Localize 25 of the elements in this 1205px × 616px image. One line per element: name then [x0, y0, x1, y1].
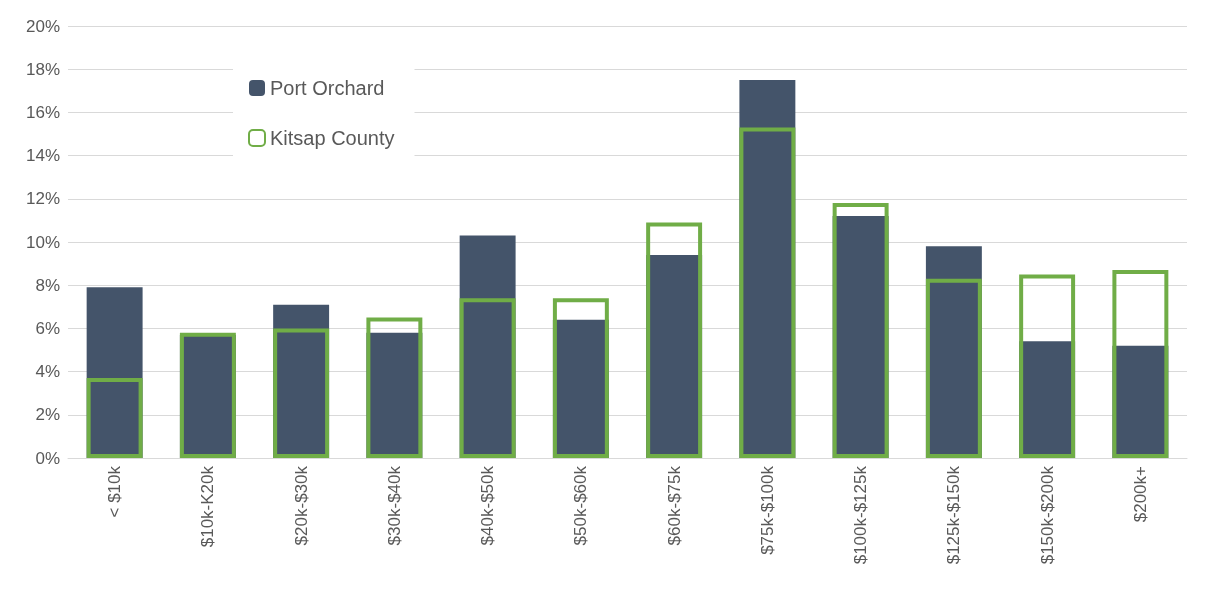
y-tick-label: 18%	[25, 59, 60, 79]
legend-label: Kitsap County	[270, 127, 395, 149]
x-tick-label: $20k-$30k	[291, 465, 311, 546]
legend-label: Port Orchard	[270, 77, 385, 99]
x-tick-label: $200k+	[1130, 465, 1150, 523]
y-tick-label: 10%	[25, 232, 60, 252]
y-tick-label: 2%	[35, 405, 60, 425]
x-tick-label: $30k-$40k	[384, 465, 404, 546]
x-tick-label: < $10k	[105, 465, 125, 518]
x-tick-label: $10k-K20k	[198, 465, 218, 548]
x-tick-label: $50k-$60k	[571, 465, 591, 546]
y-tick-label: 14%	[25, 146, 60, 166]
y-tick-label: 4%	[35, 362, 60, 382]
y-tick-label: 6%	[35, 318, 60, 338]
x-tick-label: $100k-$125k	[851, 465, 871, 565]
x-tick-label: $150k-$200k	[1037, 465, 1057, 565]
x-tick-label: $75k-$100k	[757, 465, 777, 555]
x-tick-label: $60k-$75k	[664, 465, 684, 546]
x-tick-label: $125k-$150k	[944, 465, 964, 565]
y-tick-label: 8%	[35, 275, 60, 295]
y-tick-label: 0%	[35, 448, 60, 468]
y-tick-label: 16%	[25, 102, 60, 122]
y-tick-label: 12%	[25, 189, 60, 209]
y-tick-label: 20%	[25, 16, 60, 36]
x-tick-label: $40k-$50k	[478, 465, 498, 546]
